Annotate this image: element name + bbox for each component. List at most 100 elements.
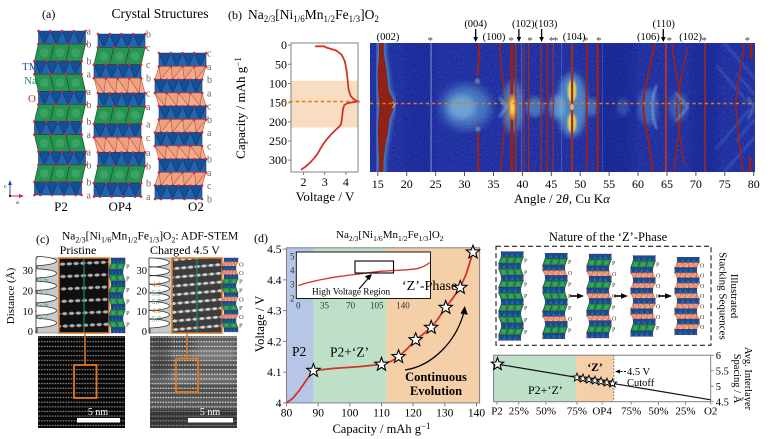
svg-text:110: 110 xyxy=(373,407,390,419)
svg-text:O2: O2 xyxy=(188,199,204,214)
svg-text:140: 140 xyxy=(396,301,410,311)
svg-text:(110): (110) xyxy=(653,19,676,30)
svg-text:5 nm: 5 nm xyxy=(88,407,109,418)
svg-text:10: 10 xyxy=(137,307,148,318)
svg-text:Nature of the ‘Z’-Phase: Nature of the ‘Z’-Phase xyxy=(549,230,668,244)
svg-text:50: 50 xyxy=(574,177,586,191)
svg-text:P: P xyxy=(126,264,130,271)
svg-text:P: P xyxy=(126,287,130,294)
svg-text:b: b xyxy=(146,161,151,172)
svg-text:a: a xyxy=(207,168,212,179)
svg-text:(d): (d) xyxy=(254,231,268,245)
svg-text:Na2/3[Ni1/6Mn1/2Fe1/3]O2: Na2/3[Ni1/6Mn1/2Fe1/3]O2 xyxy=(336,229,444,243)
svg-text:*: * xyxy=(527,35,533,47)
svg-text:70: 70 xyxy=(346,301,356,311)
svg-text:5.7: 5.7 xyxy=(152,298,161,306)
svg-text:80: 80 xyxy=(748,177,760,191)
svg-text:5.7: 5.7 xyxy=(39,313,48,321)
svg-text:O: O xyxy=(656,274,661,280)
svg-text:10: 10 xyxy=(23,307,34,318)
svg-text:Na2/3[Ni1/6Mn1/2Fe1/3]O2: Na2/3[Ni1/6Mn1/2Fe1/3]O2 xyxy=(248,7,379,24)
svg-text:b: b xyxy=(87,178,92,189)
svg-text:200: 200 xyxy=(269,115,287,129)
svg-text:Voltage / V: Voltage / V xyxy=(296,189,355,204)
svg-text:3: 3 xyxy=(290,280,295,290)
svg-text:250: 250 xyxy=(269,134,287,148)
svg-text:O: O xyxy=(568,271,573,277)
svg-text:a: a xyxy=(16,199,19,206)
svg-text:P: P xyxy=(239,305,243,312)
svg-text:(102): (102) xyxy=(679,32,702,43)
svg-text:6: 6 xyxy=(716,351,721,362)
svg-text:(c): (c) xyxy=(36,232,49,246)
svg-text:b: b xyxy=(87,100,92,111)
svg-text:30: 30 xyxy=(459,177,471,191)
svg-text:P2: P2 xyxy=(491,406,503,418)
svg-text:2: 2 xyxy=(290,294,295,304)
svg-text:75%: 75% xyxy=(621,406,641,418)
svg-text:Avg. Interlayer: Avg. Interlayer xyxy=(742,347,753,411)
svg-text:0: 0 xyxy=(281,38,287,52)
svg-text:a: a xyxy=(207,128,212,139)
svg-text:Pristine: Pristine xyxy=(60,243,97,257)
svg-text:*: * xyxy=(745,35,751,47)
svg-text:Crystal Structures: Crystal Structures xyxy=(111,6,208,21)
svg-text:P: P xyxy=(524,259,528,265)
svg-text:35: 35 xyxy=(320,301,330,311)
svg-text:40: 40 xyxy=(516,177,528,191)
svg-text:25%: 25% xyxy=(675,406,695,418)
svg-text:OP4: OP4 xyxy=(592,406,612,418)
svg-text:105: 105 xyxy=(370,301,384,311)
svg-text:P: P xyxy=(612,328,616,334)
svg-text:a: a xyxy=(146,148,151,159)
svg-text:5.5: 5.5 xyxy=(716,367,729,378)
svg-text:O: O xyxy=(612,272,617,278)
svg-text:Angle / 2θ, Cu Kα: Angle / 2θ, Cu Kα xyxy=(514,191,611,206)
svg-text:a: a xyxy=(87,130,92,141)
svg-text:O: O xyxy=(28,93,36,105)
svg-text:c: c xyxy=(207,49,212,60)
svg-text:25: 25 xyxy=(430,177,442,191)
svg-text:c: c xyxy=(4,183,7,190)
svg-text:*: * xyxy=(508,35,514,47)
svg-text:‘Z’: ‘Z’ xyxy=(587,362,602,374)
svg-text:Distance (Å): Distance (Å) xyxy=(5,267,17,324)
svg-text:a: a xyxy=(146,119,151,130)
svg-text:P2+‘Z’: P2+‘Z’ xyxy=(528,383,563,397)
svg-text:P2+‘Z’: P2+‘Z’ xyxy=(330,345,369,360)
svg-text:Voltage / V: Voltage / V xyxy=(253,296,267,352)
svg-text:4.4: 4.4 xyxy=(267,275,282,287)
svg-text:P: P xyxy=(239,279,243,286)
svg-text:50%: 50% xyxy=(648,406,668,418)
svg-text:a: a xyxy=(207,89,212,100)
svg-text:*: * xyxy=(596,35,602,47)
svg-text:75: 75 xyxy=(719,177,731,191)
svg-text:b: b xyxy=(146,30,151,41)
svg-text:c: c xyxy=(146,133,151,144)
svg-text:0: 0 xyxy=(28,327,33,338)
svg-text:(a): (a) xyxy=(42,7,55,21)
svg-text:(002): (002) xyxy=(377,32,400,43)
svg-text:b: b xyxy=(207,195,212,206)
svg-text:Evolution: Evolution xyxy=(410,384,462,398)
svg-text:O: O xyxy=(700,294,705,300)
svg-text:*: * xyxy=(553,35,559,47)
svg-text:b: b xyxy=(87,40,92,51)
svg-text:75%: 75% xyxy=(567,406,587,418)
svg-text:O: O xyxy=(700,305,705,311)
svg-text:c: c xyxy=(146,43,151,54)
svg-text:P: P xyxy=(524,282,528,288)
svg-text:5.6: 5.6 xyxy=(39,276,48,284)
svg-text:c: c xyxy=(146,60,151,71)
svg-text:P: P xyxy=(126,322,130,329)
svg-text:P: P xyxy=(568,294,572,300)
svg-text:50: 50 xyxy=(275,57,287,71)
svg-text:60: 60 xyxy=(632,177,644,191)
svg-text:P: P xyxy=(126,310,130,317)
svg-text:4.3: 4.3 xyxy=(267,306,282,318)
svg-text:80: 80 xyxy=(281,407,293,419)
svg-text:c: c xyxy=(207,181,212,192)
svg-text:P: P xyxy=(126,275,130,282)
svg-text:30: 30 xyxy=(137,266,148,277)
svg-text:P: P xyxy=(126,298,130,305)
